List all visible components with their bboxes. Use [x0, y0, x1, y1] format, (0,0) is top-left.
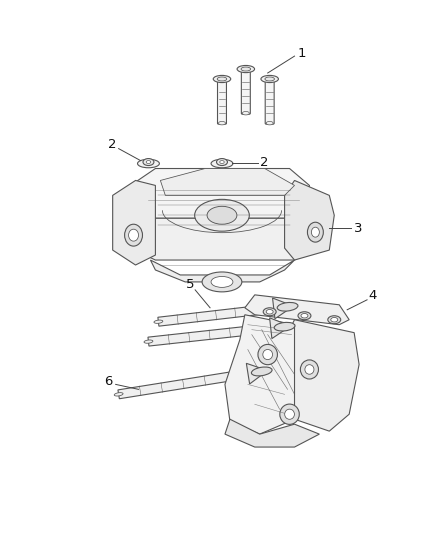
Ellipse shape: [219, 122, 226, 125]
Polygon shape: [245, 295, 349, 325]
Ellipse shape: [307, 222, 323, 242]
FancyBboxPatch shape: [265, 80, 274, 124]
Polygon shape: [160, 168, 294, 196]
FancyBboxPatch shape: [218, 80, 226, 124]
Ellipse shape: [129, 229, 138, 241]
Ellipse shape: [154, 320, 163, 324]
Polygon shape: [246, 364, 262, 384]
Ellipse shape: [202, 272, 242, 292]
Text: 2: 2: [109, 138, 117, 151]
Ellipse shape: [301, 313, 308, 318]
Ellipse shape: [251, 367, 272, 376]
Polygon shape: [131, 205, 318, 260]
Text: 2: 2: [261, 156, 269, 169]
Ellipse shape: [280, 404, 299, 424]
Text: 4: 4: [369, 289, 377, 302]
Ellipse shape: [261, 75, 279, 83]
Polygon shape: [158, 304, 274, 326]
Polygon shape: [272, 298, 288, 319]
Polygon shape: [285, 181, 334, 260]
FancyBboxPatch shape: [241, 70, 250, 114]
Ellipse shape: [300, 360, 318, 379]
Ellipse shape: [242, 111, 249, 115]
Polygon shape: [131, 168, 309, 218]
Ellipse shape: [266, 122, 273, 125]
Ellipse shape: [277, 302, 298, 311]
Ellipse shape: [241, 67, 251, 71]
Text: 1: 1: [297, 46, 306, 60]
Ellipse shape: [237, 66, 254, 72]
Ellipse shape: [311, 227, 319, 237]
Ellipse shape: [211, 159, 233, 168]
Polygon shape: [150, 260, 294, 282]
Ellipse shape: [298, 312, 311, 320]
Ellipse shape: [138, 159, 159, 168]
Ellipse shape: [216, 158, 227, 166]
Ellipse shape: [274, 322, 295, 331]
Polygon shape: [118, 369, 249, 399]
Ellipse shape: [143, 158, 154, 166]
Ellipse shape: [305, 365, 314, 374]
Polygon shape: [285, 320, 359, 431]
Text: 5: 5: [186, 278, 194, 292]
Ellipse shape: [144, 340, 153, 343]
Ellipse shape: [211, 277, 233, 287]
Ellipse shape: [124, 224, 142, 246]
Ellipse shape: [265, 77, 275, 81]
Text: 6: 6: [105, 375, 113, 388]
Ellipse shape: [146, 160, 151, 164]
Ellipse shape: [266, 310, 273, 314]
Ellipse shape: [114, 393, 123, 396]
Ellipse shape: [258, 344, 277, 365]
Polygon shape: [225, 419, 319, 447]
Ellipse shape: [213, 75, 231, 83]
Ellipse shape: [220, 160, 224, 164]
Ellipse shape: [328, 316, 341, 324]
Text: 3: 3: [354, 222, 362, 235]
Ellipse shape: [194, 199, 249, 231]
Ellipse shape: [331, 318, 338, 322]
Ellipse shape: [263, 350, 272, 360]
Ellipse shape: [217, 77, 227, 81]
Ellipse shape: [207, 206, 237, 224]
Polygon shape: [270, 318, 285, 338]
Polygon shape: [148, 324, 271, 346]
Polygon shape: [225, 315, 294, 434]
Ellipse shape: [263, 308, 276, 316]
Ellipse shape: [285, 409, 294, 419]
Polygon shape: [113, 181, 155, 265]
